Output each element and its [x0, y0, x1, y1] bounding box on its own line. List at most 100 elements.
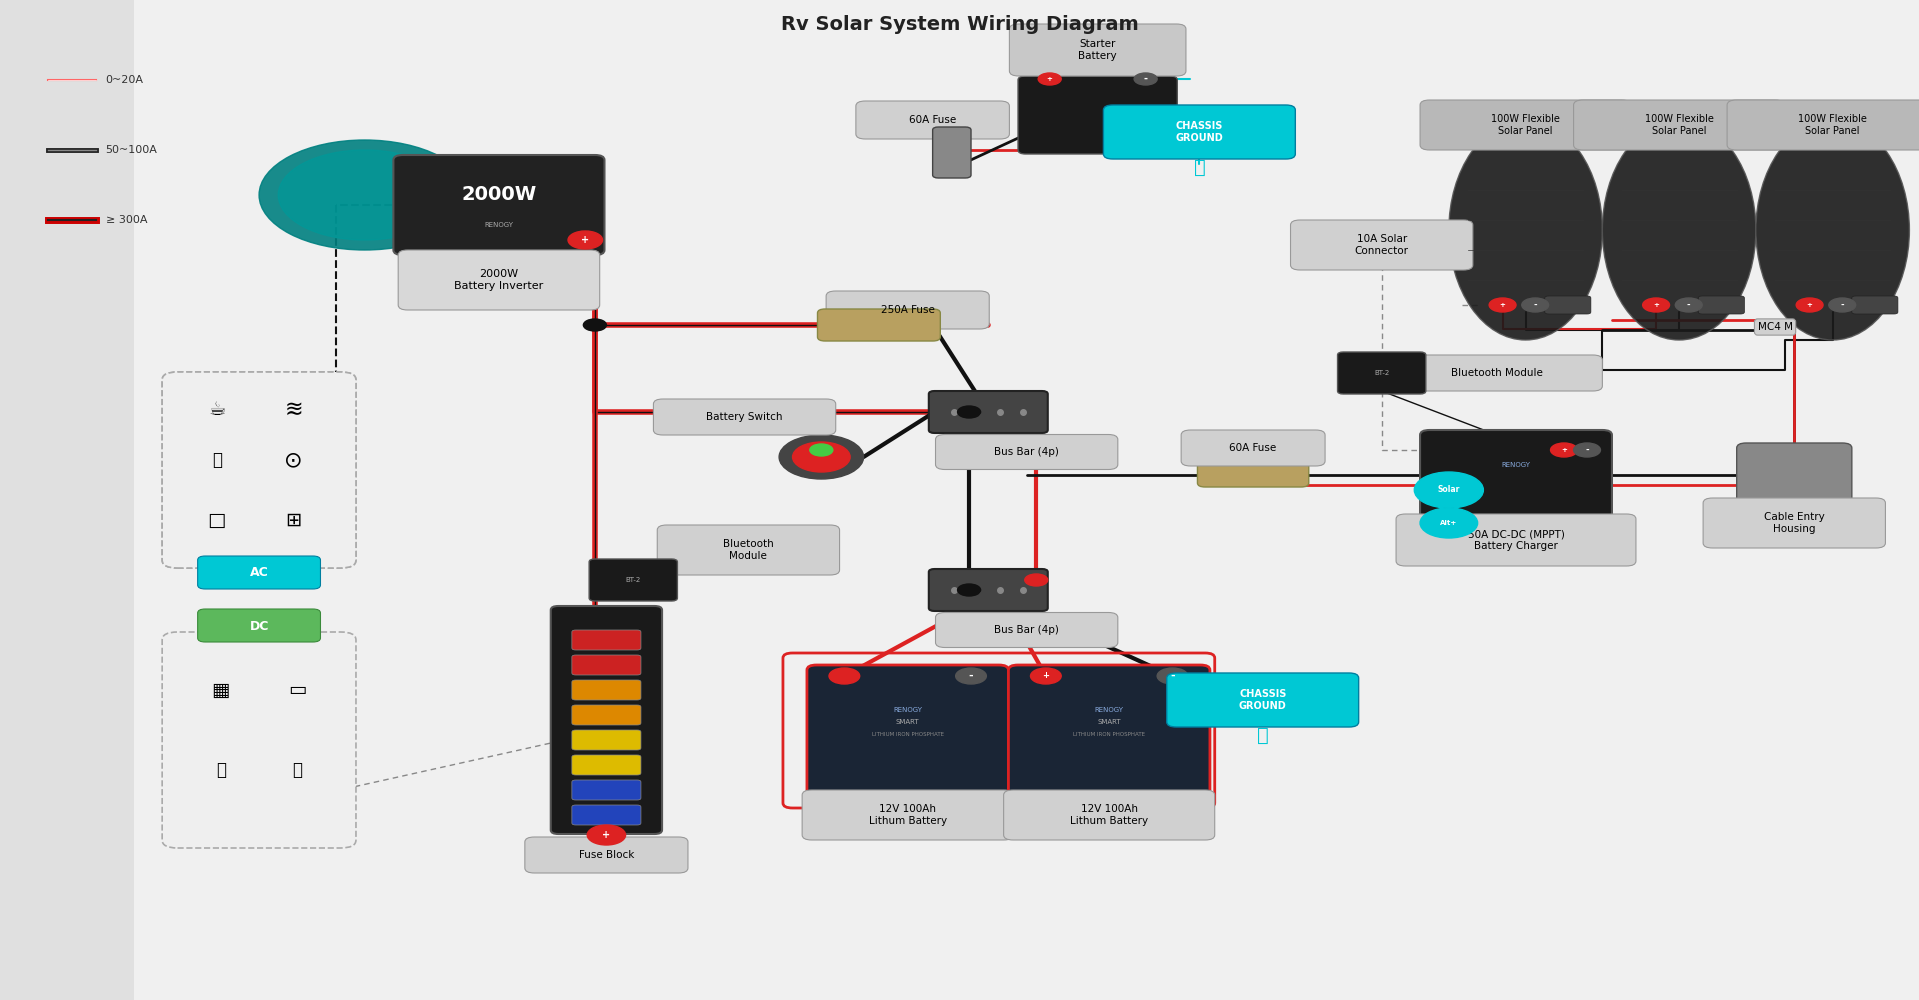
FancyBboxPatch shape — [1182, 430, 1324, 466]
FancyBboxPatch shape — [1574, 100, 1785, 150]
Text: Alt+: Alt+ — [1441, 520, 1457, 526]
FancyBboxPatch shape — [929, 569, 1048, 611]
Text: RENOGY: RENOGY — [484, 222, 514, 228]
Text: ▭: ▭ — [288, 680, 307, 700]
Circle shape — [958, 584, 981, 596]
FancyBboxPatch shape — [1197, 459, 1309, 487]
Text: +: + — [1046, 76, 1054, 82]
Ellipse shape — [1602, 120, 1756, 340]
Circle shape — [1829, 298, 1856, 312]
FancyBboxPatch shape — [1727, 100, 1919, 150]
Circle shape — [779, 435, 864, 479]
Circle shape — [958, 406, 981, 418]
Ellipse shape — [1449, 120, 1602, 340]
FancyBboxPatch shape — [1338, 352, 1426, 394]
Text: +: + — [1499, 302, 1506, 308]
Text: ⏚: ⏚ — [1257, 726, 1268, 744]
FancyBboxPatch shape — [856, 101, 1009, 139]
Text: 50A DC-DC (MPPT)
Battery Charger: 50A DC-DC (MPPT) Battery Charger — [1468, 529, 1564, 551]
Text: 12V 100Ah
Lithum Battery: 12V 100Ah Lithum Battery — [869, 804, 946, 826]
Text: Battery Switch: Battery Switch — [706, 412, 783, 422]
FancyBboxPatch shape — [198, 609, 320, 642]
Text: 0~20A: 0~20A — [106, 75, 144, 85]
Circle shape — [1574, 443, 1600, 457]
FancyBboxPatch shape — [572, 755, 641, 775]
Ellipse shape — [1756, 120, 1909, 340]
Circle shape — [1796, 298, 1823, 312]
Circle shape — [583, 319, 606, 331]
Text: Bluetooth Module: Bluetooth Module — [1451, 368, 1543, 378]
Circle shape — [278, 150, 451, 240]
Text: 60A Fuse: 60A Fuse — [1230, 443, 1276, 453]
FancyBboxPatch shape — [393, 155, 604, 255]
Circle shape — [1420, 508, 1478, 538]
Text: +: + — [841, 672, 848, 680]
Text: -: - — [1585, 446, 1589, 454]
FancyBboxPatch shape — [936, 434, 1117, 470]
Text: +: + — [1042, 672, 1050, 680]
Circle shape — [1134, 73, 1157, 85]
FancyBboxPatch shape — [572, 730, 641, 750]
Circle shape — [1522, 298, 1549, 312]
FancyBboxPatch shape — [658, 525, 841, 575]
FancyBboxPatch shape — [1103, 105, 1295, 159]
FancyBboxPatch shape — [1737, 443, 1852, 503]
FancyBboxPatch shape — [161, 632, 357, 848]
Text: +: + — [1560, 447, 1568, 453]
Text: ▦: ▦ — [211, 680, 230, 700]
Text: Rv Solar System Wiring Diagram: Rv Solar System Wiring Diagram — [781, 15, 1138, 34]
FancyBboxPatch shape — [1698, 296, 1744, 314]
Text: DC: DC — [249, 619, 269, 633]
Text: -: - — [969, 671, 973, 681]
FancyBboxPatch shape — [1017, 76, 1176, 154]
FancyBboxPatch shape — [198, 556, 320, 589]
Text: +: + — [1652, 302, 1660, 308]
Text: SMART: SMART — [896, 719, 919, 725]
FancyBboxPatch shape — [1420, 100, 1631, 150]
Text: □: □ — [207, 510, 226, 529]
FancyBboxPatch shape — [1004, 790, 1215, 840]
Circle shape — [793, 442, 850, 472]
Circle shape — [833, 670, 856, 682]
FancyBboxPatch shape — [572, 780, 641, 800]
Circle shape — [1489, 298, 1516, 312]
Text: ☕: ☕ — [207, 400, 226, 419]
Text: Cable Entry
Housing: Cable Entry Housing — [1764, 512, 1825, 534]
FancyBboxPatch shape — [1391, 355, 1602, 391]
Circle shape — [259, 140, 470, 250]
Circle shape — [1551, 443, 1577, 457]
Text: ⏚: ⏚ — [1194, 157, 1205, 176]
Text: -: - — [1687, 300, 1691, 310]
Circle shape — [568, 231, 603, 249]
FancyBboxPatch shape — [1009, 24, 1186, 76]
Text: 250A Fuse: 250A Fuse — [881, 305, 935, 315]
FancyBboxPatch shape — [161, 372, 357, 568]
Circle shape — [956, 668, 986, 684]
Text: +: + — [1806, 302, 1813, 308]
FancyBboxPatch shape — [572, 630, 641, 650]
Text: RENOGY: RENOGY — [892, 707, 923, 713]
FancyBboxPatch shape — [802, 790, 1013, 840]
Text: Starter
Battery: Starter Battery — [1078, 39, 1117, 61]
Text: -: - — [1840, 300, 1844, 310]
Text: 💡: 💡 — [215, 761, 226, 779]
Circle shape — [1025, 574, 1048, 586]
FancyBboxPatch shape — [0, 0, 134, 1000]
Text: 📱: 📱 — [211, 451, 223, 469]
Text: -: - — [1144, 74, 1148, 84]
Text: AC: AC — [249, 565, 269, 578]
Circle shape — [587, 825, 626, 845]
Circle shape — [1157, 668, 1188, 684]
FancyBboxPatch shape — [1545, 296, 1591, 314]
Text: Bluetooth
Module: Bluetooth Module — [723, 539, 773, 561]
Circle shape — [810, 444, 833, 456]
Text: CHASSIS
GROUND: CHASSIS GROUND — [1240, 689, 1286, 711]
Circle shape — [1414, 472, 1483, 508]
Text: +: + — [603, 830, 610, 840]
Circle shape — [829, 668, 860, 684]
Text: 📺: 📺 — [292, 761, 303, 779]
Text: -: - — [1171, 671, 1174, 681]
FancyBboxPatch shape — [929, 391, 1048, 433]
Text: MC4 M: MC4 M — [1758, 322, 1792, 332]
FancyBboxPatch shape — [827, 291, 990, 329]
